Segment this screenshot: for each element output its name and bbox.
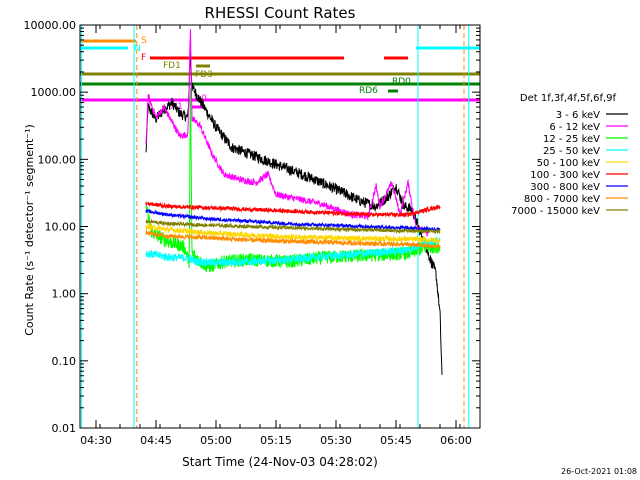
series-line-2 (145, 29, 429, 237)
series-line-6 (145, 201, 441, 219)
x-axis-label: Start Time (24-Nov-03 04:28:02) (182, 455, 378, 469)
series-line-5 (145, 222, 441, 244)
annotation-fd1: FD1 (163, 61, 181, 71)
annotation-rd6: RD6 (359, 86, 378, 96)
y-tick-label: 10.00 (45, 221, 77, 234)
annotation-s: S (141, 36, 147, 46)
series-line-4 (145, 235, 441, 268)
y-tick-label: 1.00 (52, 288, 77, 301)
x-tick-label: 05:30 (320, 434, 352, 447)
annotation-a1: A1 (171, 102, 183, 112)
series-line-9 (145, 218, 441, 235)
footer-date: 26-Oct-2021 01:08 (561, 467, 637, 476)
x-tick-label: 06:00 (440, 434, 472, 447)
y-tick-label: 0.10 (52, 355, 77, 368)
legend-label: 50 - 100 keV (537, 158, 601, 169)
legend-label: 800 - 7000 keV (524, 194, 600, 205)
annotation-f: F (141, 53, 146, 63)
y-tick-label: 0.01 (52, 422, 77, 435)
y-axis-label: Count Rate (s⁻¹ detector⁻¹ segment⁻¹) (23, 124, 36, 336)
y-tick-label: 10000.00 (24, 19, 77, 32)
legend-label: 300 - 800 keV (530, 182, 600, 193)
legend-label: 25 - 50 keV (543, 146, 600, 157)
x-tick-label: 05:00 (200, 434, 232, 447)
legend-label: 12 - 25 keV (543, 134, 600, 145)
legend-label: 100 - 300 keV (530, 170, 600, 181)
series-line-1 (145, 51, 443, 375)
series-line-8 (145, 229, 441, 250)
chart-title: RHESSI Count Rates (205, 4, 356, 22)
annotation-rd0: RD0 (392, 77, 411, 87)
annotation-fd3: FD3 (195, 70, 213, 80)
y-tick-label: 100.00 (38, 153, 77, 166)
legend-title: Det 1f,3f,4f,5f,6f,9f (520, 93, 617, 104)
x-tick-label: 05:15 (260, 434, 292, 447)
y-tick-label: 1000.00 (31, 86, 77, 99)
x-tick-label: 05:45 (380, 434, 412, 447)
x-tick-label: 04:30 (80, 434, 112, 447)
series-line-7 (145, 208, 441, 232)
annotation-n: N (134, 44, 141, 54)
legend-label: 7000 - 15000 keV (511, 206, 600, 217)
legend-label: 3 - 6 keV (556, 110, 600, 121)
x-tick-label: 04:45 (140, 434, 172, 447)
legend-label: 6 - 12 keV (549, 122, 600, 133)
axes: 0.01 0.10 1.00 10.00 100.00 1000.00 10000.00 04… (24, 19, 481, 447)
